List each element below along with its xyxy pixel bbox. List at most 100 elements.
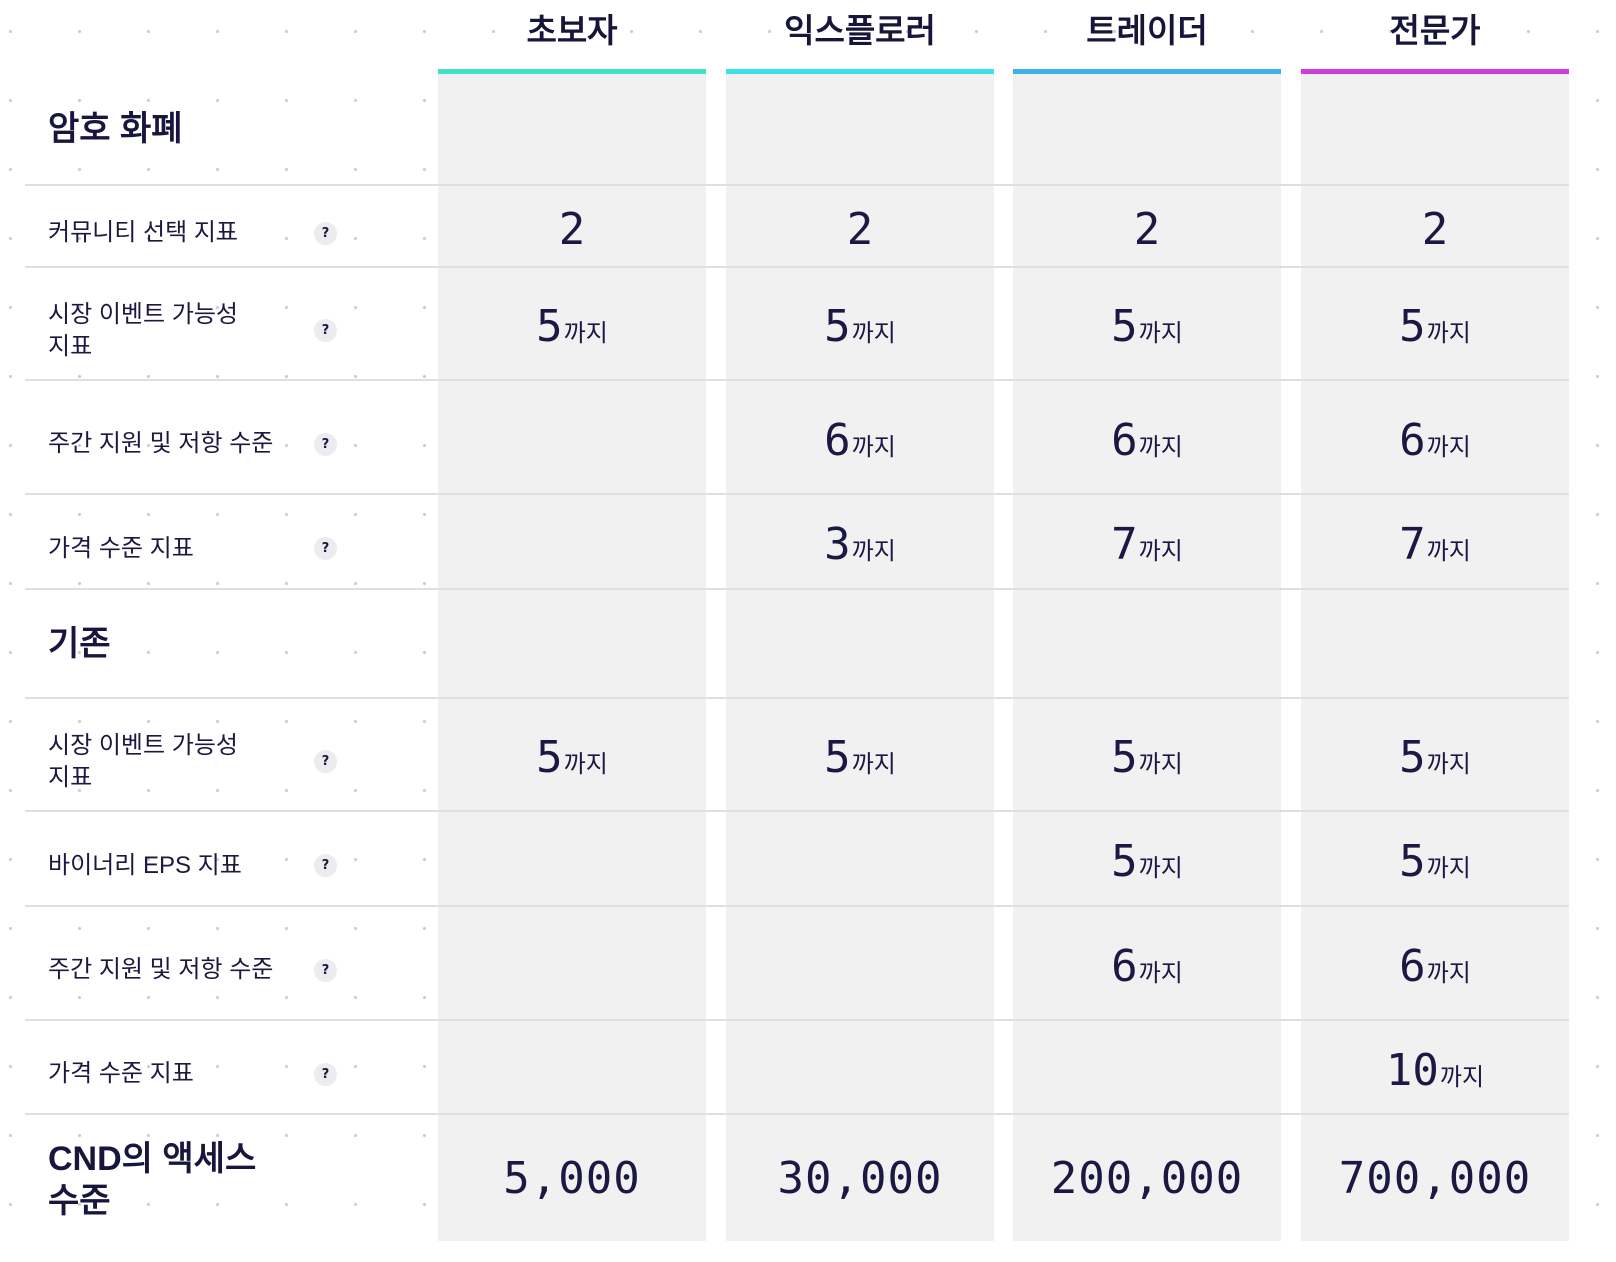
tier-column-trader bbox=[1013, 74, 1281, 1241]
access-value: 200,000 bbox=[1050, 1152, 1244, 1204]
value-number: 5 bbox=[1399, 732, 1426, 783]
help-icon[interactable]: ? bbox=[314, 319, 337, 342]
value-text: 5까지 bbox=[1399, 732, 1471, 783]
value-number: 6 bbox=[1399, 414, 1426, 466]
feature-label: 주간 지원 및 저항 수준 bbox=[48, 430, 274, 457]
value-suffix: 까지 bbox=[1439, 1063, 1485, 1091]
value-suffix: 까지 bbox=[1138, 320, 1183, 347]
value-cell-empty bbox=[438, 1021, 706, 1113]
value-number: 5 bbox=[824, 301, 851, 352]
tier-header-trader: 트레이더 bbox=[1086, 12, 1208, 49]
help-icon[interactable]: ? bbox=[314, 750, 337, 773]
value-text: 5까지 bbox=[536, 301, 608, 352]
value-cell-empty bbox=[438, 812, 706, 905]
value-number: 5 bbox=[536, 301, 563, 352]
feature-row: 시장 이벤트 가능성 지표 ? 5까지 5까지 5까지 5까지 bbox=[25, 697, 1569, 810]
value-cell: 5까지 bbox=[1013, 268, 1281, 379]
access-value: 30,000 bbox=[777, 1152, 943, 1204]
access-value-cell: 700,000 bbox=[1301, 1115, 1569, 1241]
section-label-cell: 암호 화폐 bbox=[25, 74, 438, 184]
value-text: 7까지 bbox=[1111, 519, 1183, 570]
value-number: 6 bbox=[1111, 940, 1138, 992]
value-text: 3까지 bbox=[824, 519, 896, 570]
section-label-cell: 기존 bbox=[25, 590, 438, 697]
value-cell: 5까지 bbox=[1013, 812, 1281, 905]
value-suffix: 까지 bbox=[1426, 320, 1471, 347]
help-icon[interactable]: ? bbox=[314, 432, 337, 456]
value-suffix: 까지 bbox=[563, 751, 608, 778]
value-suffix: 까지 bbox=[1138, 433, 1183, 461]
feature-row: 주간 지원 및 저항 수준 ? 6까지 6까지 6까지 bbox=[25, 379, 1569, 493]
value-number: 6 bbox=[1399, 940, 1426, 992]
value-cell: 6까지 bbox=[1301, 907, 1569, 1019]
value-number: 5 bbox=[1399, 301, 1426, 352]
value-cell: 6까지 bbox=[1301, 381, 1569, 493]
value-text: 6까지 bbox=[1399, 415, 1471, 466]
value-suffix: 까지 bbox=[851, 538, 896, 565]
tier-accent-bar-expert bbox=[1301, 69, 1569, 74]
value-text: 2 bbox=[1134, 204, 1161, 255]
value-number: 10 bbox=[1385, 1044, 1439, 1096]
value-number: 2 bbox=[846, 203, 874, 255]
tier-column-expert bbox=[1301, 74, 1569, 1241]
value-cell: 2 bbox=[1013, 186, 1281, 266]
value-suffix: 까지 bbox=[1138, 855, 1183, 882]
value-cell-empty bbox=[726, 1021, 994, 1113]
feature-label-cell: 가격 수준 지표 ? bbox=[25, 495, 438, 588]
value-text: 5까지 bbox=[1111, 732, 1183, 783]
section-title: 암호 화폐 bbox=[48, 110, 183, 148]
feature-label: 커뮤니티 선택 지표 bbox=[48, 219, 238, 246]
help-icon[interactable]: ? bbox=[314, 537, 337, 560]
value-suffix: 까지 bbox=[563, 320, 608, 347]
value-text: 2 bbox=[1422, 204, 1449, 255]
access-value: 5,000 bbox=[503, 1152, 641, 1204]
value-cell: 2 bbox=[726, 186, 994, 266]
value-text: 6까지 bbox=[1399, 941, 1471, 992]
value-cell: 7까지 bbox=[1013, 495, 1281, 588]
value-cell: 6까지 bbox=[726, 381, 994, 493]
value-cell: 2 bbox=[1301, 186, 1569, 266]
tier-accent-bar-beginner bbox=[438, 69, 706, 74]
value-cell: 5까지 bbox=[726, 699, 994, 810]
feature-label: 가격 수준 지표 bbox=[48, 534, 194, 562]
feature-row: 커뮤니티 선택 지표 ? 2 2 2 2 bbox=[25, 184, 1569, 266]
tier-header-explorer: 익스플로러 bbox=[784, 12, 936, 49]
feature-grid: 암호 화폐 커뮤니티 선택 지표 ? 2 2 2 2 시장 이벤트 가능성 지표… bbox=[25, 74, 1569, 1241]
help-icon[interactable]: ? bbox=[314, 958, 337, 982]
value-suffix: 까지 bbox=[1426, 538, 1471, 565]
value-number: 5 bbox=[824, 732, 851, 783]
value-number: 7 bbox=[1111, 519, 1138, 570]
value-cell-empty bbox=[438, 381, 706, 493]
value-number: 2 bbox=[558, 203, 586, 255]
value-number: 5 bbox=[536, 732, 563, 783]
help-icon[interactable]: ? bbox=[314, 1062, 337, 1086]
tier-accent-bar-trader bbox=[1013, 69, 1281, 74]
help-icon[interactable]: ? bbox=[314, 221, 337, 245]
value-cell: 5까지 bbox=[726, 268, 994, 379]
value-number: 3 bbox=[824, 519, 851, 570]
feature-label-cell: 시장 이벤트 가능성 지표 ? bbox=[25, 699, 438, 810]
feature-label: 시장 이벤트 가능성 지표 bbox=[48, 300, 238, 360]
value-cell: 7까지 bbox=[1301, 495, 1569, 588]
value-cell-empty bbox=[438, 907, 706, 1019]
feature-label-cell: 시장 이벤트 가능성 지표 ? bbox=[25, 268, 438, 379]
value-text: 2 bbox=[559, 204, 586, 255]
feature-label: 바이너리 EPS 지표 bbox=[48, 851, 242, 879]
value-number: 6 bbox=[1111, 414, 1138, 466]
value-number: 7 bbox=[1399, 519, 1426, 570]
value-cell: 10까지 bbox=[1301, 1021, 1569, 1113]
value-text: 6까지 bbox=[1111, 415, 1183, 466]
section-row-traditional: 기존 bbox=[25, 588, 1569, 697]
tier-accent-bar-explorer bbox=[726, 69, 994, 74]
access-level-title: CND의 액세스 수준 bbox=[48, 1140, 257, 1220]
feature-row: 가격 수준 지표 ? 3까지 7까지 7까지 bbox=[25, 493, 1569, 588]
access-value-cell: 200,000 bbox=[1013, 1115, 1281, 1241]
value-suffix: 까지 bbox=[1138, 751, 1183, 778]
value-text: 5까지 bbox=[1399, 836, 1471, 887]
access-level-row: CND의 액세스 수준 5,000 30,000 200,000 700,000 bbox=[25, 1113, 1569, 1241]
value-cell: 2 bbox=[438, 186, 706, 266]
tier-column-beginner bbox=[438, 74, 706, 1241]
section-title: 기존 bbox=[48, 624, 111, 663]
value-suffix: 까지 bbox=[1138, 538, 1183, 565]
help-icon[interactable]: ? bbox=[314, 854, 337, 877]
